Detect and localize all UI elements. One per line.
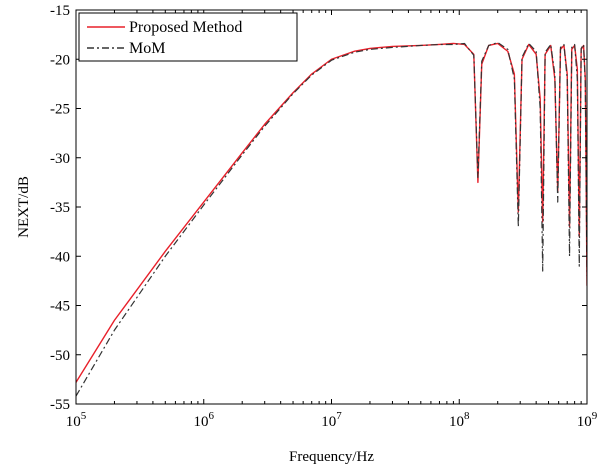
plot-frame xyxy=(75,9,588,405)
x-tick-label: 109 xyxy=(577,410,598,430)
y-tick-label: -45 xyxy=(50,299,70,315)
y-tick-label: -35 xyxy=(50,200,70,216)
x-tick-label: 106 xyxy=(194,410,215,430)
y-tick-label: -20 xyxy=(50,52,70,68)
legend: Proposed Method MoM xyxy=(78,12,298,62)
legend-label: Proposed Method xyxy=(129,19,242,36)
y-tick-label: -40 xyxy=(50,249,70,265)
x-tick-label: 108 xyxy=(449,410,470,430)
x-axis-label: Frequency/Hz xyxy=(289,449,374,465)
y-tick-label: -30 xyxy=(50,151,70,167)
y-axis-label: NEXT/dB xyxy=(16,176,32,238)
x-tick-label: 107 xyxy=(321,410,342,430)
x-tick-label: 105 xyxy=(66,410,87,430)
legend-box xyxy=(78,12,298,62)
legend-label: MoM xyxy=(129,40,165,57)
y-tick-label: -25 xyxy=(50,102,70,118)
y-tick-label: -50 xyxy=(50,348,70,364)
series-line-mom xyxy=(76,41,587,397)
y-tick-label: -15 xyxy=(50,3,70,19)
y-tick-label: -55 xyxy=(50,397,70,413)
series-layer xyxy=(76,41,587,397)
